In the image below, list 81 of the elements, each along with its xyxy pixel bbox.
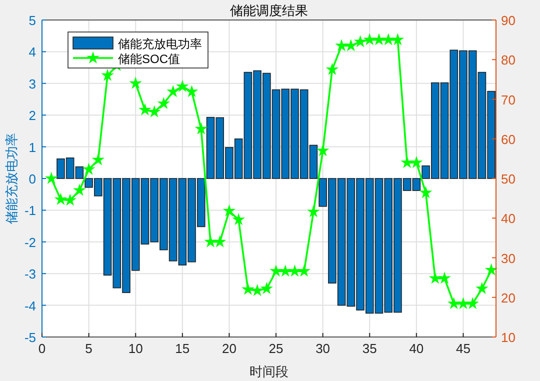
x-tick-label: 45: [456, 341, 470, 356]
x-tick-label: 40: [409, 341, 424, 356]
point: [261, 282, 272, 294]
point: [364, 34, 376, 45]
y-axis-title: 储能充放电功率: [4, 133, 19, 224]
x-axis-title: 时间段: [250, 364, 288, 379]
point: [392, 34, 404, 45]
point: [186, 86, 198, 96]
point: [130, 78, 142, 88]
point: [382, 34, 394, 45]
x-tick-label: 30: [316, 341, 330, 356]
y2-tick-label: 30: [501, 250, 516, 266]
point: [345, 40, 356, 51]
y2-tick-label: 80: [501, 52, 516, 68]
point: [252, 284, 263, 296]
y2-tick-label: 10: [501, 330, 516, 345]
legend-label: 储能SOC值: [118, 52, 180, 66]
y-tick-label: -4: [24, 298, 36, 314]
point: [448, 298, 460, 308]
y-tick-label: -1: [24, 203, 36, 218]
point: [458, 298, 469, 308]
x-tick-label: 25: [268, 341, 284, 356]
y2-tick-label: 20: [501, 290, 516, 306]
x-tick-label: 5: [85, 341, 92, 356]
point: [102, 70, 114, 80]
x-tick-label: 15: [175, 341, 190, 356]
point: [336, 40, 348, 51]
point: [317, 144, 328, 156]
y-tick-label: 2: [28, 108, 36, 124]
point: [354, 36, 366, 47]
point: [233, 214, 244, 224]
point: [438, 272, 450, 284]
y-tick-label: 5: [28, 13, 36, 28]
point: [373, 34, 385, 45]
point: [289, 265, 300, 276]
point: [55, 194, 66, 204]
y-tick-label: 1: [28, 140, 36, 155]
point: [298, 265, 310, 276]
y-tick-label: 0: [28, 172, 36, 186]
point: [242, 284, 254, 294]
y2-tick-label: 60: [501, 132, 516, 147]
y2-tick-label: 50: [501, 172, 516, 186]
x-tick-label: 10: [128, 341, 143, 356]
y-tick-label: -3: [24, 266, 36, 282]
y-tick-label: 4: [28, 44, 36, 60]
point: [270, 265, 282, 276]
point: [476, 282, 488, 294]
point: [158, 98, 170, 108]
point: [176, 80, 188, 92]
point: [410, 156, 422, 168]
y-tick-label: 3: [28, 76, 36, 92]
y-tick-label: -5: [24, 330, 36, 345]
x-tick-label: 20: [222, 341, 236, 356]
y2-tick-label: 70: [501, 92, 516, 108]
point: [83, 164, 94, 174]
point: [148, 106, 160, 117]
point: [168, 86, 179, 96]
point: [326, 64, 338, 74]
point: [280, 265, 291, 276]
point: [139, 104, 151, 115]
point: [467, 298, 478, 308]
chart-title: 储能调度结果: [230, 3, 308, 18]
point: [46, 172, 57, 184]
point: [430, 272, 441, 284]
point: [402, 156, 413, 168]
y2-tick-label: 90: [501, 13, 516, 28]
x-tick-label: 0: [38, 341, 46, 356]
point: [204, 236, 216, 247]
point: [486, 264, 497, 275]
point: [196, 123, 207, 134]
point: [74, 184, 85, 196]
point: [308, 206, 319, 217]
y2-tick-label: 40: [501, 211, 516, 226]
point: [420, 186, 432, 198]
legend-label: 储能充放电功率: [118, 37, 202, 51]
point: [214, 236, 226, 247]
x-tick-label: 35: [362, 341, 377, 356]
y-tick-label: -2: [24, 234, 36, 250]
point: [224, 205, 235, 216]
point: [92, 154, 104, 165]
point: [64, 194, 76, 206]
